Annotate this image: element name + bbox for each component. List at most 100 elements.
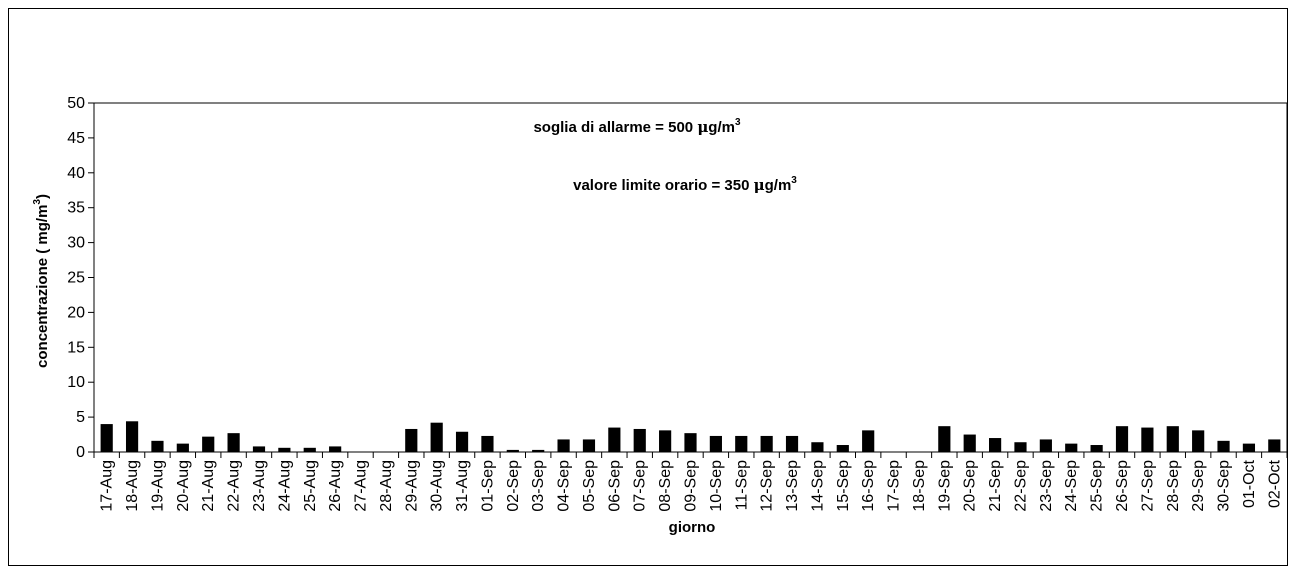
- bar: [735, 435, 748, 452]
- plot-area-border: [93, 102, 1288, 453]
- bar: [557, 439, 570, 452]
- y-tick-label: 0: [76, 444, 85, 461]
- bar: [989, 438, 1002, 452]
- x-tick-label: 19-Sep: [936, 460, 953, 512]
- bar: [532, 449, 545, 452]
- bar: [1166, 426, 1179, 452]
- y-axis-title: concentrazione ( mg/m3): [32, 194, 51, 368]
- chart: soglia di allarme = 500 μg/m3 valore lim…: [32, 95, 1288, 536]
- bar: [1268, 439, 1281, 452]
- x-tick-label: 19-Aug: [149, 460, 166, 512]
- bar: [709, 435, 722, 452]
- x-tick-label: 17-Aug: [99, 460, 116, 512]
- bar: [202, 436, 215, 452]
- x-axis-title: giorno: [669, 519, 716, 536]
- x-tick-label: 15-Sep: [835, 460, 852, 512]
- x-tick-label: 09-Sep: [683, 460, 700, 512]
- y-tick-label: 45: [67, 130, 85, 147]
- x-tick-label: 16-Sep: [860, 460, 877, 512]
- x-tick-label: 07-Sep: [632, 460, 649, 512]
- x-tick-label: 18-Sep: [911, 460, 928, 512]
- x-tick-label: 31-Aug: [454, 460, 471, 512]
- x-tick-label: 14-Sep: [809, 460, 826, 512]
- bar: [151, 440, 164, 452]
- x-tick-label: 28-Aug: [378, 460, 395, 512]
- bars: [100, 421, 1281, 452]
- x-tick-label: 29-Sep: [1190, 460, 1207, 512]
- bar: [1014, 442, 1027, 452]
- annotation-soglia-allarme: soglia di allarme = 500 μg/m3: [533, 117, 741, 136]
- bar: [481, 435, 494, 452]
- bar: [633, 428, 646, 452]
- bar: [582, 439, 596, 452]
- x-tick-label: 22-Sep: [1012, 460, 1029, 512]
- bar: [1115, 426, 1129, 452]
- x-tick-label: 02-Sep: [505, 460, 522, 512]
- x-tick-label: 03-Sep: [530, 460, 547, 512]
- x-tick-label: 30-Aug: [429, 460, 446, 512]
- x-tick-label: 05-Sep: [581, 460, 598, 512]
- bar: [1141, 427, 1154, 452]
- x-tick-label: 20-Sep: [962, 460, 979, 512]
- y-tick-label: 5: [76, 409, 85, 426]
- bar: [405, 428, 418, 452]
- y-tick-label: 10: [67, 374, 85, 391]
- bar: [227, 433, 240, 452]
- bar: [506, 449, 519, 452]
- y-tick-label: 35: [67, 200, 85, 217]
- x-tick-label: 04-Sep: [556, 460, 573, 512]
- x-tick-label: 26-Sep: [1114, 460, 1131, 512]
- x-tick-label: 01-Oct: [1241, 459, 1258, 508]
- x-tick-label: 23-Aug: [251, 460, 268, 512]
- x-tick-label: 06-Sep: [606, 460, 623, 512]
- x-tick-label: 27-Aug: [353, 460, 370, 512]
- x-tick-label: 28-Sep: [1165, 460, 1182, 512]
- x-tick-label: 01-Sep: [479, 460, 496, 512]
- bar: [1090, 445, 1103, 452]
- x-tick-label: 30-Sep: [1216, 460, 1233, 512]
- bar: [455, 431, 469, 452]
- y-tick-label: 50: [67, 95, 85, 112]
- x-tick-label: 26-Aug: [327, 460, 344, 512]
- x-tick-label: 17-Sep: [886, 460, 903, 512]
- x-tick-label: 27-Sep: [1139, 460, 1156, 512]
- bar: [684, 433, 697, 452]
- x-tick-label: 12-Sep: [759, 460, 776, 512]
- chart-frame: soglia di allarme = 500 μg/m3 valore lim…: [8, 8, 1288, 566]
- x-tick-label: 13-Sep: [784, 460, 801, 512]
- x-tick-label: 23-Sep: [1038, 460, 1055, 512]
- bar: [303, 447, 316, 452]
- bar: [862, 430, 875, 452]
- bar: [1065, 443, 1078, 452]
- bar: [252, 446, 266, 452]
- y-tick-label: 30: [67, 235, 85, 252]
- bar: [1217, 440, 1230, 452]
- axes: 0 5 10 15 20 25 30 35 40 45 50 17-Aug 18-Aug 19-Aug 20…: [67, 95, 1288, 512]
- x-tick-label: 29-Aug: [403, 460, 420, 512]
- bar: [963, 434, 976, 452]
- x-tick-label: 24-Sep: [1063, 460, 1080, 512]
- bar: [1039, 439, 1052, 452]
- bar: [760, 435, 773, 452]
- bar: [836, 445, 849, 452]
- x-tick-label: 02-Oct: [1266, 459, 1283, 508]
- x-tick-label: 22-Aug: [226, 460, 243, 512]
- bar: [785, 435, 799, 452]
- y-tick-label: 15: [67, 339, 85, 356]
- bar: [659, 430, 672, 452]
- x-tick-label: 21-Sep: [987, 460, 1004, 512]
- x-tick-label: 11-Sep: [733, 460, 750, 511]
- x-tick-label: 21-Aug: [200, 460, 217, 512]
- bar: [938, 426, 951, 452]
- bar: [430, 422, 443, 452]
- annotation-valore-limite-orario: valore limite orario = 350 μg/m3: [573, 175, 797, 194]
- x-tick-label: 20-Aug: [175, 460, 192, 512]
- bar: [1192, 430, 1205, 452]
- x-tick-label: 08-Sep: [657, 460, 674, 512]
- bar: [125, 421, 139, 452]
- x-tick-label: 10-Sep: [708, 460, 725, 512]
- bar: [100, 424, 113, 452]
- y-tick-label: 40: [67, 165, 85, 182]
- bar: [329, 446, 342, 452]
- bar: [811, 442, 824, 452]
